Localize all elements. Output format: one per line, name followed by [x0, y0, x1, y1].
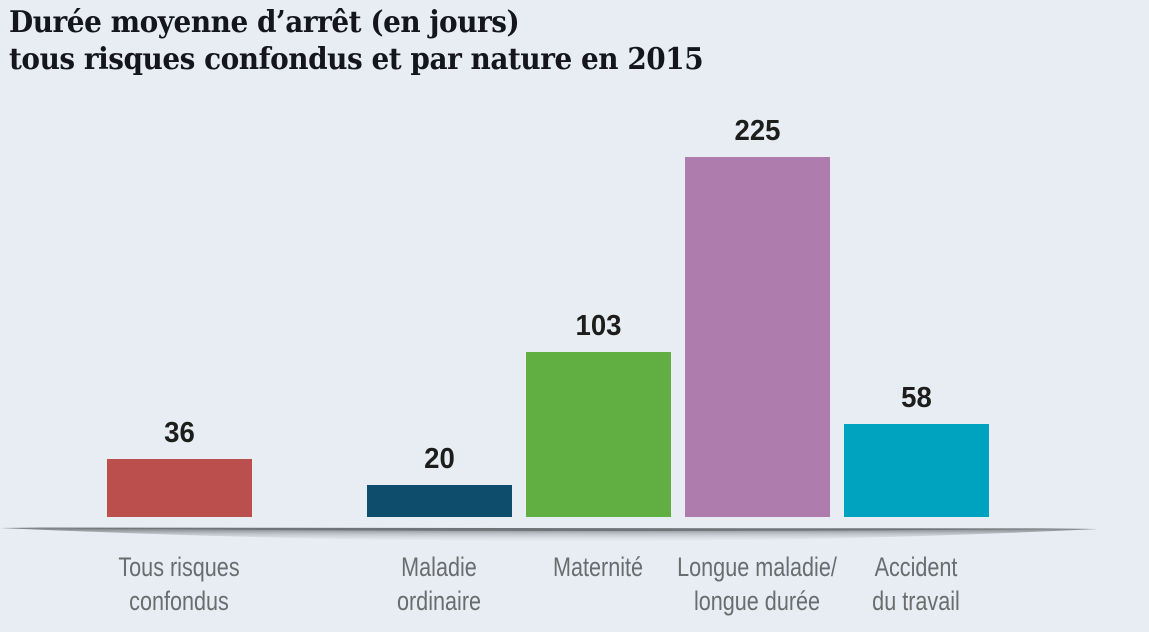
bar [684, 157, 830, 517]
category-label: Accident du travail [872, 552, 960, 616]
bar [366, 485, 512, 517]
chart-title-line-2: tous risques confondus et par nature en … [9, 42, 704, 77]
baseline-shadow-lens [0, 528, 1098, 542]
bar [106, 459, 252, 517]
bar-value-label: 225 [734, 115, 780, 147]
bar [525, 352, 671, 517]
chart-title: Durée moyenne d’arrêt (en jours) tous ris… [9, 4, 704, 78]
category-label: Tous risques confondus [118, 552, 240, 616]
bar-value-label: 103 [575, 310, 621, 342]
category-label: Maladie ordinaire [396, 552, 482, 616]
bar-value-label: 58 [900, 382, 932, 414]
chart-title-line-1: Durée moyenne d’arrêt (en jours) [9, 5, 520, 40]
bar-value-label: 20 [423, 443, 455, 475]
baseline-shadow [0, 527, 1098, 542]
category-label: Longue maladie/ longue durée [677, 552, 837, 616]
baseline-line [0, 527, 1098, 532]
category-label: Maternité [552, 552, 644, 582]
bar [843, 424, 989, 517]
bar-value-label: 36 [163, 417, 195, 449]
